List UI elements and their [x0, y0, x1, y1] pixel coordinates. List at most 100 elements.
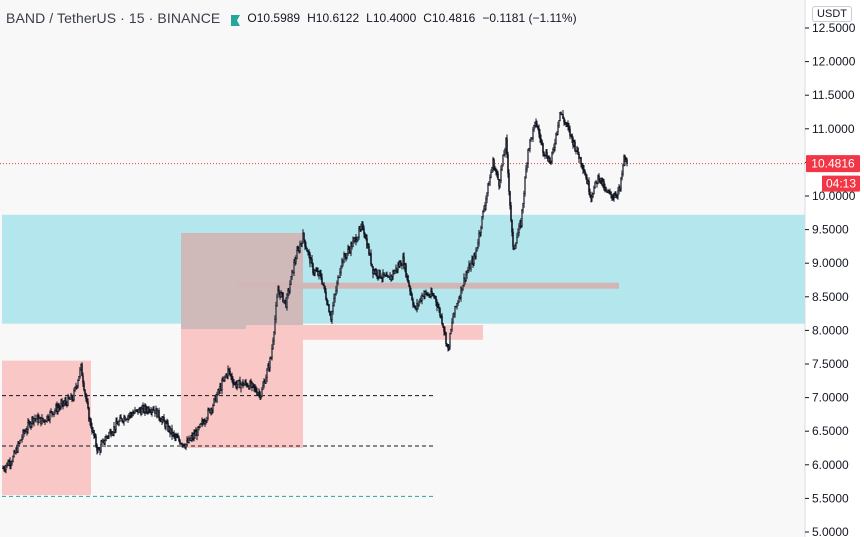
- candle-body: [456, 303, 458, 307]
- candle-body: [589, 191, 591, 197]
- candle-body: [581, 163, 583, 167]
- candle: [232, 376, 234, 388]
- candle: [12, 455, 14, 463]
- candle-body: [90, 419, 92, 428]
- candle-body: [121, 418, 123, 422]
- candle: [207, 407, 209, 421]
- candle-body: [407, 275, 409, 283]
- candle-body: [282, 292, 284, 303]
- candle-body: [83, 382, 85, 391]
- candle-body: [408, 282, 410, 287]
- candle-body: [533, 125, 535, 131]
- candle: [476, 247, 478, 252]
- candle-body: [376, 270, 378, 277]
- candle: [542, 142, 544, 157]
- candle: [97, 446, 99, 454]
- candle: [145, 404, 147, 414]
- candle-body: [473, 255, 475, 264]
- candle-body: [562, 114, 564, 119]
- candle: [27, 418, 29, 434]
- candle-body: [594, 181, 596, 188]
- candle-body: [212, 405, 214, 411]
- y-tick-label: 11.5000: [812, 88, 855, 102]
- candle: [591, 191, 593, 202]
- candle-body: [383, 272, 385, 277]
- candle: [480, 225, 482, 237]
- candle-body: [159, 417, 161, 421]
- candle: [470, 260, 472, 272]
- y-tick-label: 12.5000: [812, 21, 856, 35]
- candle: [116, 417, 118, 425]
- candle-body: [439, 308, 441, 316]
- candle-body: [578, 153, 580, 159]
- candle-body: [549, 157, 551, 163]
- gray-zone: [181, 232, 303, 330]
- candle-body: [527, 149, 529, 164]
- candle: [445, 332, 447, 347]
- candle: [13, 449, 15, 458]
- candle: [549, 156, 551, 164]
- candle: [237, 380, 239, 389]
- candle-body: [161, 418, 163, 423]
- candle: [574, 139, 576, 152]
- candle-body: [179, 440, 181, 445]
- candle-body: [481, 216, 483, 229]
- candle-body: [221, 380, 223, 390]
- candle-body: [452, 316, 454, 323]
- candle-body: [262, 385, 264, 390]
- candle-body: [163, 417, 165, 422]
- candle: [539, 129, 541, 143]
- candle: [588, 177, 590, 196]
- candle-body: [559, 112, 561, 121]
- candle: [108, 431, 110, 439]
- candle-body: [483, 208, 485, 212]
- candle-body: [85, 393, 87, 400]
- candle-body: [495, 168, 497, 173]
- candle-body: [325, 291, 327, 300]
- candle: [329, 310, 331, 316]
- candle-body: [525, 168, 527, 179]
- candle: [363, 225, 365, 238]
- candle-body: [553, 147, 555, 150]
- candle-body: [118, 420, 120, 426]
- candle: [350, 241, 352, 257]
- candle: [67, 393, 69, 406]
- candle-body: [88, 407, 90, 422]
- candle-body: [418, 301, 420, 306]
- candle-body: [286, 294, 288, 308]
- candle-body: [87, 401, 89, 409]
- candles-layer: [2, 109, 628, 474]
- candle: [618, 184, 620, 195]
- candle-body: [199, 423, 201, 428]
- candle-body: [352, 240, 354, 248]
- candle: [533, 124, 535, 132]
- candle-body: [228, 368, 230, 372]
- y-tick-label: 10.0000: [812, 189, 856, 203]
- y-tick-label: 6.0000: [812, 458, 849, 472]
- candle: [321, 273, 323, 285]
- candle-body: [446, 343, 448, 345]
- symbol-title[interactable]: BAND / TetherUS · 15 · BINANCE: [6, 10, 221, 26]
- candle-body: [74, 387, 76, 391]
- candle-body: [518, 225, 520, 234]
- candle: [223, 377, 225, 383]
- candle: [42, 417, 44, 423]
- candle-body: [523, 193, 525, 204]
- candle: [71, 394, 73, 403]
- candle: [598, 173, 600, 183]
- candle: [77, 378, 79, 389]
- candle: [558, 120, 560, 128]
- candle-body: [552, 149, 554, 154]
- candle-body: [271, 347, 273, 358]
- market-open-icon: [230, 13, 241, 26]
- candle-body: [569, 128, 571, 136]
- open-value: O10.5989: [247, 11, 301, 25]
- candle-body: [626, 159, 628, 164]
- candle: [562, 109, 564, 119]
- candle: [347, 244, 349, 257]
- candle-body: [489, 176, 491, 186]
- currency-badge[interactable]: USDT: [812, 6, 852, 22]
- candle: [179, 438, 181, 445]
- candle-body: [394, 270, 396, 274]
